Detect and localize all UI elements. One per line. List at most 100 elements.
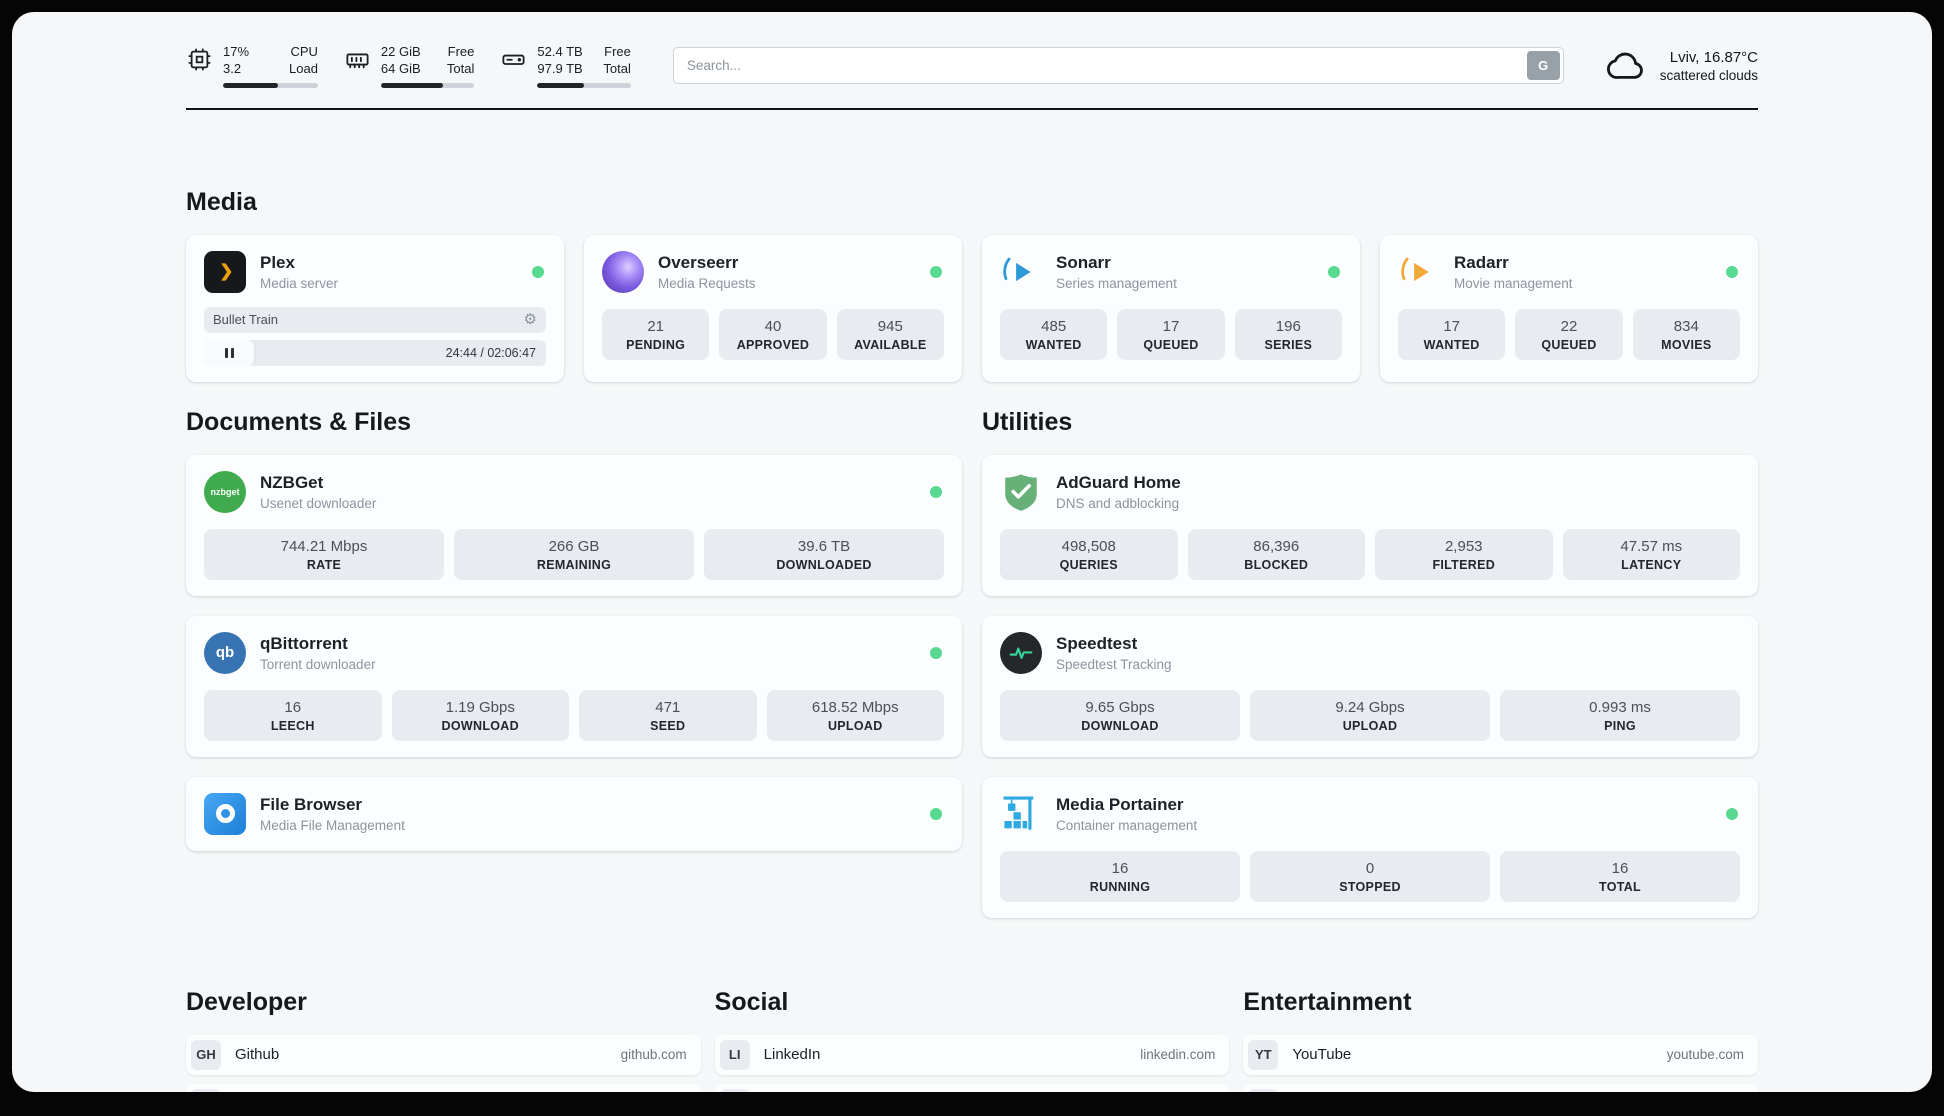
disk-icon [500,46,527,73]
search-engine-button[interactable]: G [1526,51,1560,81]
weather-condition: scattered clouds [1659,67,1758,83]
search-input[interactable] [672,47,1564,85]
bookmark-linkedin[interactable]: LI LinkedIn linkedin.com [714,1034,1230,1075]
app-subtitle: Media File Management [260,817,405,833]
linkedin-badge: LI [719,1039,750,1070]
disk-progress-fill [537,82,585,88]
stat-box: 16 RUNNING [1000,850,1240,902]
stat-value: 47.57 ms [1620,537,1683,555]
cpu-usage-value: 17% [223,44,250,59]
app-card-filebrowser[interactable]: File Browser Media File Management [186,776,962,851]
ram-free-value: 22 GiB [380,44,421,59]
bookmark-twitter[interactable]: TW Twitter twitter.com [714,1083,1230,1092]
stat-box: 945 AVAILABLE [836,308,944,360]
settings-gear-icon[interactable]: ⚙ [523,311,537,329]
app-name: Media Portainer [1056,794,1184,814]
stat-value: 16 [284,698,302,716]
bookmark-stackoverflow[interactable]: SO StackOverflow stackoverflow.com [186,1083,701,1092]
bookmark-group-social: Social LI LinkedIn linkedin.com TW Twitt… [714,988,1230,1092]
app-name: Speedtest [1056,633,1138,653]
app-subtitle: Media server [260,275,339,291]
app-subtitle: Usenet downloader [260,495,377,511]
app-subtitle: Torrent downloader [260,656,376,672]
app-subtitle: DNS and adblocking [1056,495,1180,511]
stat-box: 21 PENDING [602,308,710,360]
bookmark-url: github.com [620,1047,687,1063]
app-name: Sonarr [1056,252,1111,272]
app-card-sonarr[interactable]: Sonarr Series management 485 WANTED 17 Q… [982,234,1360,382]
status-dot [532,265,544,278]
twitter-badge: TW [719,1088,750,1092]
app-subtitle: Speedtest Tracking [1056,656,1172,672]
bookmark-youtube[interactable]: YT YouTube youtube.com [1243,1034,1758,1075]
app-card-speedtest[interactable]: Speedtest Speedtest Tracking 9.65 Gbps D… [982,615,1758,757]
cpu-stats-widget: 17% CPU 3.2 Load [186,44,318,88]
filebrowser-ring [215,804,235,824]
stat-value: 40 [764,317,782,335]
stat-label: LEECH [270,718,315,733]
app-card-adguard[interactable]: AdGuard Home DNS and adblocking 498,508 … [982,454,1758,596]
section-media: Media Plex Media server [186,188,1758,382]
status-dot [930,807,942,820]
nzbget-icon: nzbget [204,470,246,513]
section-documents: Documents & Files nzbget NZBGet Usenet d… [186,408,962,918]
app-card-plex[interactable]: Plex Media server Bullet Train ⚙ [186,234,564,382]
cpu-label-top: CPU [290,44,318,59]
stat-label: STOPPED [1339,879,1401,894]
app-name: NZBGet [260,472,324,492]
stat-box: 22 QUEUED [1515,308,1623,360]
pause-icon [230,347,234,358]
app-card-qbittorrent[interactable]: qb qBittorrent Torrent downloader 16 LEE… [186,615,962,757]
bookmark-name: YouTube [1292,1046,1352,1064]
stat-value: 17 [1443,317,1460,335]
app-card-overseerr[interactable]: Overseerr Media Requests 21 PENDING 40 A… [584,234,962,382]
stat-value: 9.24 Gbps [1335,698,1405,716]
stat-value: 17 [1162,317,1180,335]
developer-section-title: Developer [186,987,307,1016]
stat-label: FILTERED [1432,557,1496,572]
app-name: qBittorrent [260,633,348,653]
ram-progress-fill [380,82,443,88]
status-dot [930,485,942,498]
utilities-section-title: Utilities [982,407,1073,436]
stat-box: 47.57 ms LATENCY [1562,528,1740,580]
app-card-radarr[interactable]: Radarr Movie management 17 WANTED 22 QUE… [1380,234,1758,382]
section-utilities: Utilities AdGuard Home [982,408,1758,918]
app-card-nzbget[interactable]: nzbget NZBGet Usenet downloader 744.21 M… [186,454,962,596]
stat-box: 485 WANTED [1000,308,1108,360]
app-card-portainer[interactable]: Media Portainer Container management 16 … [982,776,1758,918]
ram-total-value: 64 GiB [380,60,421,76]
stat-box: 834 MOVIES [1632,308,1740,360]
stat-box: 266 GB REMAINING [454,528,694,580]
stat-value: 22 [1560,317,1578,335]
dashboard-page: 17% CPU 3.2 Load [12,12,1932,1092]
pause-button[interactable] [204,339,254,366]
stat-label: DOWNLOAD [1081,718,1159,733]
stat-label: DOWNLOADED [776,557,872,572]
stat-label: PENDING [626,337,686,352]
qbittorrent-icon: qb [204,631,246,674]
top-bar: 17% CPU 3.2 Load [186,12,1758,88]
stat-box: 196 SERIES [1234,308,1342,360]
stat-value: 16 [1111,859,1129,877]
cloud-icon [1606,45,1648,87]
now-playing-title: Bullet Train [213,312,279,328]
stat-value: 266 GB [548,537,600,555]
stat-label: RATE [306,557,342,572]
app-name: Overseerr [658,252,739,272]
plex-now-playing: Bullet Train ⚙ 24:44 / 02:06:47 [204,306,546,366]
stat-label: BLOCKED [1244,557,1309,572]
cpu-progress-bar [223,82,318,88]
ram-label-bottom: Total [446,60,475,76]
bookmark-github[interactable]: GH Github github.com [186,1034,701,1075]
header-divider [186,107,1758,110]
ram-stats-widget: 22 GiB Free 64 GiB Total [344,44,475,88]
stat-box: 17 QUEUED [1117,308,1225,360]
stat-label: UPLOAD [1342,718,1398,733]
app-name: File Browser [260,794,363,814]
bookmark-netflix[interactable]: NF Netflix netflix.com [1243,1083,1758,1092]
disk-label-top: Free [604,44,631,59]
app-subtitle: Series management [1056,275,1177,291]
overseerr-icon [602,250,644,293]
stat-box: 9.24 Gbps UPLOAD [1250,689,1490,741]
